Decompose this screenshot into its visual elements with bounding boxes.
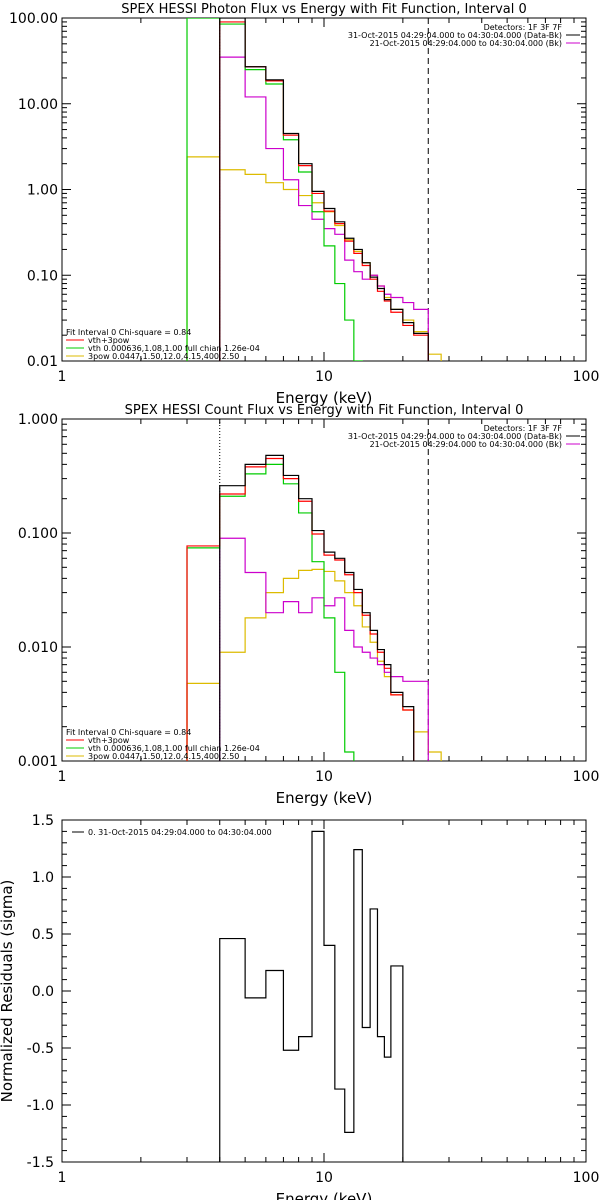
legend-bottom-left-entry: 3pow 0.0447,1.50,12.0,4.15,400,2.50	[88, 352, 239, 361]
x-axis-label: Energy (keV)	[276, 1190, 373, 1200]
y-tick-label: 0.10	[27, 268, 58, 284]
series-0	[219, 830, 404, 1162]
legend-top-right-entry: 31-Oct-2015 04:29:04.000 to 04:30:04.000…	[348, 432, 562, 441]
chart-panel-1: SPEX HESSI Photon Flux vs Energy with Fi…	[9, 2, 599, 407]
series-3	[186, 568, 442, 761]
series-4	[219, 56, 429, 361]
y-tick-label: 1.00	[27, 183, 58, 199]
legend-top-right-entry: Detectors: 1F 3F 7F	[484, 23, 563, 32]
x-axis-label: Energy (keV)	[276, 789, 373, 807]
x-tick-label: 100	[573, 769, 600, 785]
y-tick-label: 0.010	[18, 640, 58, 656]
legend-bottom-left-entry: Fit Interval 0 Chi-square = 0.84	[66, 728, 191, 737]
legend-top-right-entry: Detectors: 1F 3F 7F	[484, 424, 563, 433]
y-tick-label: 1.0	[32, 870, 54, 886]
chart-title: SPEX HESSI Photon Flux vs Energy with Fi…	[121, 2, 527, 17]
plot-frame	[61, 17, 587, 362]
y-tick-label: 0.0	[32, 984, 54, 1000]
x-tick-label: 1	[58, 769, 67, 785]
series-1	[219, 21, 429, 361]
y-tick-label: -0.5	[27, 1041, 54, 1057]
y-tick-label: 10.00	[18, 97, 58, 113]
series-group	[186, 454, 442, 761]
legend-bottom-left-entry: vth 0.000636,1.08,1.00 full chian 1.26e-…	[88, 344, 260, 353]
legend-bottom-left-entry: Fit Interval 0 Chi-square = 0.84	[66, 328, 191, 337]
y-tick-label: 0.5	[32, 927, 54, 943]
y-tick-label: 0.01	[27, 354, 58, 370]
series-group	[219, 830, 404, 1162]
legend-bottom-left-entry: 3pow 0.0447,1.50,12.0,4.15,400,2.50	[88, 752, 239, 761]
series-0	[219, 18, 429, 361]
y-tick-label: 1.5	[32, 813, 54, 829]
series-4	[219, 537, 429, 761]
series-2	[186, 18, 363, 361]
y-axis-label: Normalized Residuals (sigma)	[0, 880, 16, 1103]
y-tick-label: 100.00	[9, 11, 58, 27]
x-axis-label: Energy (keV)	[276, 389, 373, 407]
series-group	[186, 18, 442, 361]
legend-top-right-entry: 31-Oct-2015 04:29:04.000 to 04:30:04.000…	[348, 31, 562, 40]
x-tick-label: 1	[58, 369, 67, 385]
legend-bottom-left-entry: vth+3pow	[88, 736, 130, 745]
legend-bottom-left-entry: vth+3pow	[88, 336, 130, 345]
legend-bottom-left-entry: vth 0.000636,1.08,1.00 full chian 1.26e-…	[88, 744, 260, 753]
y-tick-label: 0.001	[18, 754, 58, 770]
chart-title: SPEX HESSI Count Flux vs Energy with Fit…	[125, 403, 524, 418]
legend-top-right-entry: 21-Oct-2015 04:29:04.000 to 04:30:04.000…	[370, 440, 562, 449]
y-tick-label: 0.100	[18, 526, 58, 542]
y-tick-label: 1.000	[18, 412, 58, 428]
x-tick-label: 100	[573, 1170, 600, 1186]
series-0	[219, 454, 415, 761]
x-tick-label: 10	[315, 1170, 333, 1186]
chart-panel-2: SPEX HESSI Count Flux vs Energy with Fit…	[18, 403, 599, 807]
chart-panel-3: 1 10 100 Energy (keV) -1.5 -1.0 -0.5 0.0 0.5 1.0 1…	[0, 813, 600, 1204]
x-tick-label: 10	[315, 369, 333, 385]
x-tick-label: 10	[315, 769, 333, 785]
x-tick-label: 100	[573, 369, 600, 385]
x-tick-label: 1	[58, 1170, 67, 1186]
legend-top-left-entry: 0. 31-Oct-2015 04:29:04.000 to 04:30:04.…	[88, 828, 272, 837]
y-tick-label: -1.0	[27, 1098, 54, 1114]
legend-top-right-entry: 21-Oct-2015 04:29:04.000 to 04:30:04.000…	[370, 39, 562, 48]
y-tick-label: -1.5	[27, 1155, 54, 1171]
